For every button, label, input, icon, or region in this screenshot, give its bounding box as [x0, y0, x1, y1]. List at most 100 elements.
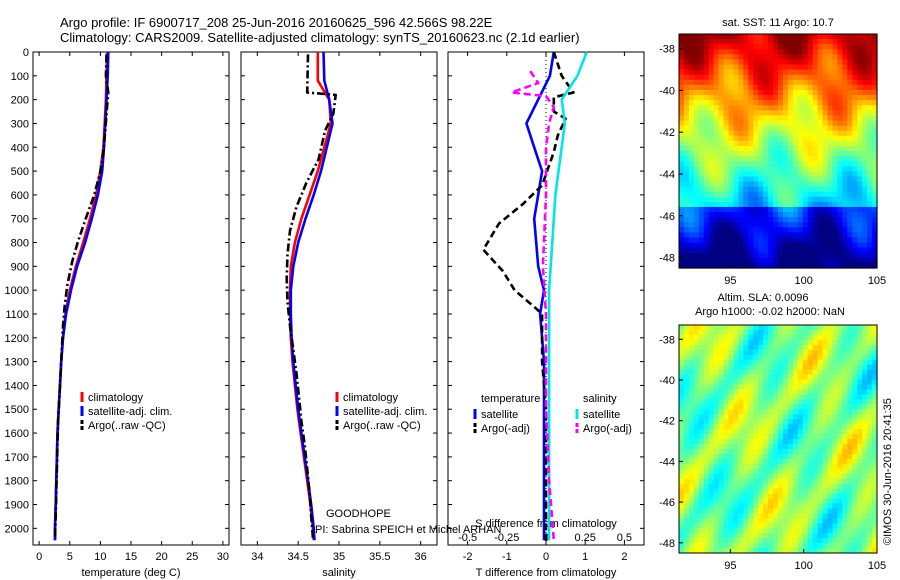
map-cell	[733, 95, 739, 101]
map-cell	[728, 44, 735, 50]
map-cell	[817, 483, 824, 490]
map-cell	[827, 359, 834, 366]
map-cell	[832, 339, 838, 346]
map-cell	[857, 79, 863, 86]
map-cell	[817, 443, 824, 450]
map-cell	[842, 468, 848, 475]
map-cell	[679, 161, 685, 167]
map-cell	[847, 488, 853, 495]
map-cell	[797, 399, 804, 405]
map-cell	[822, 201, 829, 208]
map-cell	[837, 419, 843, 425]
map-cell	[703, 404, 710, 410]
map-cell	[807, 354, 814, 361]
map-cell	[738, 414, 744, 420]
map-cell	[847, 434, 853, 440]
map-cell	[802, 54, 809, 61]
map-cell	[738, 478, 744, 485]
map-cell	[688, 419, 695, 425]
map-cell	[778, 186, 784, 193]
map-cell	[683, 434, 690, 440]
map-cell	[688, 237, 695, 244]
map-cell	[872, 434, 878, 440]
map-cell	[703, 74, 710, 81]
map-cell	[837, 429, 843, 435]
map-cell	[827, 181, 834, 188]
map-cell	[723, 488, 730, 495]
map-cell	[837, 354, 843, 361]
map-cell	[688, 493, 695, 500]
map-cell	[867, 201, 873, 208]
map-cell	[817, 513, 824, 519]
map-cell	[708, 196, 715, 203]
map-cell	[827, 191, 834, 198]
map-cell	[807, 513, 814, 519]
map-cell	[867, 424, 873, 430]
map-cell	[807, 257, 814, 264]
map-cell	[797, 252, 804, 259]
map-cell	[718, 84, 725, 91]
map-cell	[703, 344, 710, 351]
map-cell	[683, 538, 690, 544]
map-cell	[708, 227, 715, 233]
map-cell	[822, 49, 829, 55]
map-cell	[827, 528, 834, 534]
map-cell	[713, 419, 720, 425]
map-cell	[857, 105, 863, 111]
map-cell	[807, 369, 814, 376]
map-cell	[713, 404, 720, 410]
map-cell	[827, 125, 834, 132]
map-cell	[842, 237, 848, 244]
map-cell	[847, 115, 853, 122]
map-cell	[688, 130, 695, 137]
map-cell	[782, 227, 789, 233]
map-cell	[753, 151, 759, 157]
map-cell	[738, 227, 744, 233]
map-cell	[748, 364, 754, 371]
map-cell	[817, 533, 824, 539]
map-cell	[758, 404, 764, 410]
map-cell	[822, 227, 829, 233]
map-cell	[792, 237, 799, 244]
map-cell	[768, 439, 774, 445]
map-cell	[827, 130, 834, 137]
map-cell	[758, 538, 764, 544]
map-cell	[832, 548, 838, 554]
map-cell	[703, 161, 710, 167]
map-cell	[703, 389, 710, 395]
map-cell	[733, 206, 739, 213]
map-cell	[842, 429, 848, 435]
map-cell	[728, 448, 735, 455]
map-cell	[847, 156, 853, 162]
map-cell	[867, 354, 873, 361]
map-cell	[837, 64, 843, 71]
map-cell	[797, 458, 804, 465]
map-cell	[857, 473, 863, 480]
map-cell	[787, 414, 794, 420]
map-cell	[733, 64, 739, 71]
map-cell	[822, 196, 829, 203]
map-cell	[872, 227, 878, 233]
map-cell	[792, 176, 799, 183]
map-cell	[802, 493, 809, 500]
map-cell	[867, 54, 873, 61]
map-cell	[827, 538, 834, 544]
map-cell	[698, 130, 705, 137]
map-cell	[792, 227, 799, 233]
map-cell	[683, 191, 690, 198]
map-cell	[693, 503, 700, 509]
map-cell	[679, 130, 685, 137]
map-cell	[832, 384, 838, 391]
map-cell	[763, 206, 769, 213]
map-cell	[787, 237, 794, 244]
map-cell	[778, 212, 784, 218]
map-cell	[703, 543, 710, 549]
map-cell	[807, 69, 814, 76]
map-cell	[857, 140, 863, 147]
map-cell	[802, 227, 809, 233]
map-cell	[733, 548, 739, 554]
map-cell	[842, 120, 848, 127]
map-cell	[797, 404, 804, 410]
map-cell	[837, 478, 843, 485]
map-cell	[763, 176, 769, 183]
